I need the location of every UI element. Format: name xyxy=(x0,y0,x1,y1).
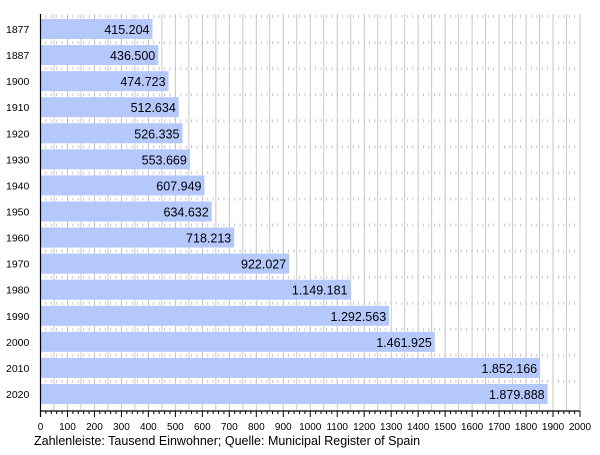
value-label: 1.292.563 xyxy=(331,310,387,324)
caption: Zahlenleiste: Tausend Einwohner; Quelle:… xyxy=(34,434,420,448)
tick-label: 900 xyxy=(275,422,292,433)
tick-label: 800 xyxy=(248,422,265,433)
bar xyxy=(40,279,351,300)
tick-label: 1300 xyxy=(380,422,403,433)
category-label: 2020 xyxy=(6,389,30,401)
bar xyxy=(40,175,205,196)
bar xyxy=(40,305,390,326)
value-label: 474.723 xyxy=(120,75,165,89)
category-label: 1960 xyxy=(6,233,30,245)
bar xyxy=(40,71,169,92)
value-label: 718.213 xyxy=(186,232,231,246)
tick-label: 400 xyxy=(140,422,157,433)
category-label: 2000 xyxy=(6,337,30,349)
category-label: 1930 xyxy=(6,154,30,166)
bar xyxy=(40,45,159,66)
value-label: 922.027 xyxy=(241,258,286,272)
category-label: 1940 xyxy=(6,180,30,192)
value-label: 1.852.166 xyxy=(482,362,538,376)
bars: 415.204 1877 436.500 1887 474.723 1900 512.634… xyxy=(6,19,548,404)
x-axis: 0 100 200 300 400 500 600 700 800 900 1000 1100 1200… xyxy=(38,14,592,433)
tick-label: 700 xyxy=(221,422,238,433)
category-label: 1950 xyxy=(6,206,30,218)
category-label: 1910 xyxy=(6,102,30,114)
category-label: 1920 xyxy=(6,128,30,140)
value-label: 512.634 xyxy=(131,101,176,115)
bar xyxy=(40,97,179,118)
tick-label: 0 xyxy=(38,422,44,433)
value-label: 1.149.181 xyxy=(292,284,348,298)
tick-label: 1200 xyxy=(353,422,376,433)
tick-label: 1600 xyxy=(461,422,484,433)
bar xyxy=(40,149,190,170)
value-label: 607.949 xyxy=(156,179,201,193)
tick-label: 1500 xyxy=(434,422,457,433)
tick-label: 600 xyxy=(194,422,211,433)
category-label: 1990 xyxy=(6,311,30,323)
tick-label: 100 xyxy=(59,422,76,433)
value-label: 415.204 xyxy=(104,23,149,37)
value-label: 634.632 xyxy=(164,205,209,219)
bar xyxy=(40,19,153,39)
category-label: 1970 xyxy=(6,259,30,271)
tick-label: 1700 xyxy=(488,422,511,433)
tick-label: 2000 xyxy=(569,422,592,433)
value-label: 436.500 xyxy=(110,49,155,63)
tick-label: 1800 xyxy=(515,422,538,433)
bar xyxy=(40,331,435,352)
bar xyxy=(40,201,212,222)
category-label: 1980 xyxy=(6,285,30,297)
bar xyxy=(40,253,290,274)
bar xyxy=(40,383,548,404)
tick-label: 1000 xyxy=(299,422,322,433)
category-label: 1877 xyxy=(6,24,30,36)
bar xyxy=(40,227,235,248)
tick-label: 300 xyxy=(113,422,130,433)
tick-label: 1100 xyxy=(326,422,348,433)
tick-label: 1900 xyxy=(542,422,565,433)
tick-label: 200 xyxy=(86,422,103,433)
category-label: 2010 xyxy=(6,363,30,375)
category-label: 1900 xyxy=(6,76,30,88)
value-label: 526.335 xyxy=(134,127,179,141)
tick-label: 1400 xyxy=(407,422,430,433)
value-label: 1.461.925 xyxy=(376,336,432,350)
tick-label: 500 xyxy=(167,422,184,433)
value-label: 553.669 xyxy=(142,153,187,167)
bar xyxy=(40,123,183,144)
value-label: 1.879.888 xyxy=(489,388,545,402)
bar xyxy=(40,357,541,378)
category-label: 1887 xyxy=(6,50,30,62)
